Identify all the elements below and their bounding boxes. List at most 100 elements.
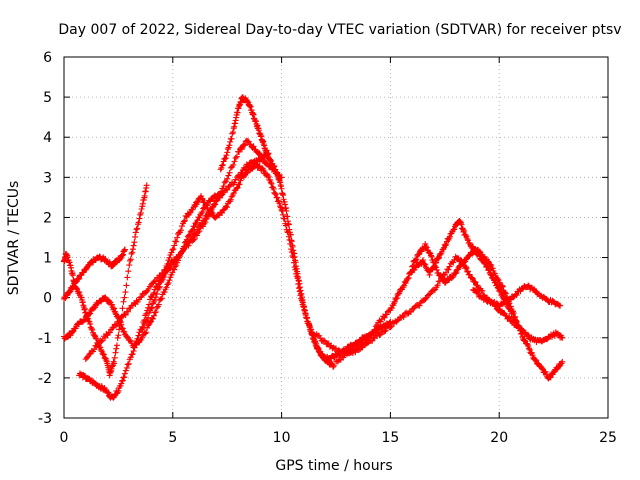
grid-lines	[64, 57, 608, 418]
data-point	[230, 162, 237, 168]
data-point	[221, 179, 228, 186]
data-point	[516, 324, 523, 331]
chart-title: Day 007 of 2022, Sidereal Day-to-day VTE…	[58, 22, 621, 38]
data-point	[124, 361, 131, 368]
data-point	[70, 283, 77, 290]
data-point	[119, 305, 126, 312]
data-point	[186, 209, 193, 216]
y-tick-label: 0	[43, 291, 52, 307]
data-point	[143, 318, 150, 325]
data-point	[443, 241, 450, 248]
data-point	[260, 167, 267, 174]
x-tick-label: 20	[490, 430, 508, 446]
data-point	[229, 130, 236, 137]
data-point	[111, 305, 118, 312]
data-point	[468, 274, 475, 281]
data-point	[265, 173, 272, 180]
data-point	[400, 314, 407, 321]
data-point	[420, 257, 427, 264]
y-tick-label: 2	[43, 210, 52, 226]
data-point	[202, 219, 209, 226]
data-point	[116, 317, 123, 324]
data-point	[127, 256, 134, 263]
data-point	[366, 334, 373, 341]
data-point	[152, 294, 159, 301]
data-point	[140, 324, 147, 331]
data-point	[228, 135, 235, 142]
data-point	[164, 261, 171, 268]
data-point	[449, 274, 456, 281]
data-point	[227, 196, 234, 203]
data-point	[139, 334, 146, 341]
data-point	[121, 294, 128, 301]
data-point	[116, 326, 123, 333]
data-point	[198, 210, 205, 217]
data-point	[75, 321, 82, 328]
data-point	[428, 253, 435, 260]
data-point	[165, 280, 172, 287]
x-tick-label: 15	[381, 430, 399, 446]
data-point	[118, 321, 125, 328]
y-tick-label: -3	[38, 411, 52, 427]
data-point	[112, 310, 119, 317]
data-point	[559, 358, 566, 365]
data-point	[359, 340, 366, 347]
data-point	[133, 226, 140, 233]
data-point	[383, 311, 390, 318]
data-point	[270, 185, 277, 192]
data-point	[196, 228, 203, 235]
data-point	[224, 149, 231, 156]
data-point	[87, 320, 94, 327]
data-point	[524, 331, 531, 338]
data-point	[256, 150, 263, 157]
data-point	[283, 207, 290, 214]
data-point	[445, 266, 452, 273]
data-point	[124, 274, 131, 281]
data-point	[381, 314, 388, 321]
data-point	[150, 312, 157, 319]
data-point	[446, 235, 453, 242]
data-point	[224, 146, 231, 153]
data-point	[119, 377, 126, 384]
data-point	[225, 172, 232, 179]
data-point	[210, 202, 217, 209]
data-point	[86, 351, 93, 358]
series-track-j	[409, 240, 566, 382]
data-point	[224, 175, 231, 182]
data-point	[259, 155, 266, 162]
data-point	[372, 323, 379, 330]
data-point	[92, 335, 99, 342]
data-point	[226, 169, 233, 176]
data-point	[227, 138, 234, 145]
data-point	[472, 279, 479, 286]
data-point	[479, 287, 486, 294]
data-point	[125, 308, 132, 315]
data-point	[130, 242, 137, 249]
data-point	[122, 289, 129, 296]
data-point	[521, 337, 528, 344]
data-point	[123, 282, 130, 289]
data-point	[462, 263, 469, 270]
data-point	[422, 295, 429, 302]
data-point	[123, 333, 130, 340]
data-point	[320, 337, 327, 344]
data-point	[487, 261, 494, 268]
data-point	[220, 183, 227, 190]
data-point	[134, 225, 141, 232]
data-point	[178, 223, 185, 230]
data-point	[212, 201, 219, 208]
data-point	[474, 290, 481, 297]
data-point	[525, 345, 532, 352]
data-point	[76, 275, 83, 282]
data-point	[169, 269, 176, 276]
data-point	[241, 142, 248, 149]
data-point	[122, 312, 129, 319]
data-point	[471, 278, 478, 285]
data-point	[435, 255, 442, 262]
data-point	[216, 191, 223, 198]
data-point	[146, 301, 153, 308]
data-point	[502, 289, 509, 296]
data-point	[513, 292, 520, 299]
data-point	[190, 237, 197, 244]
data-point	[195, 229, 202, 236]
